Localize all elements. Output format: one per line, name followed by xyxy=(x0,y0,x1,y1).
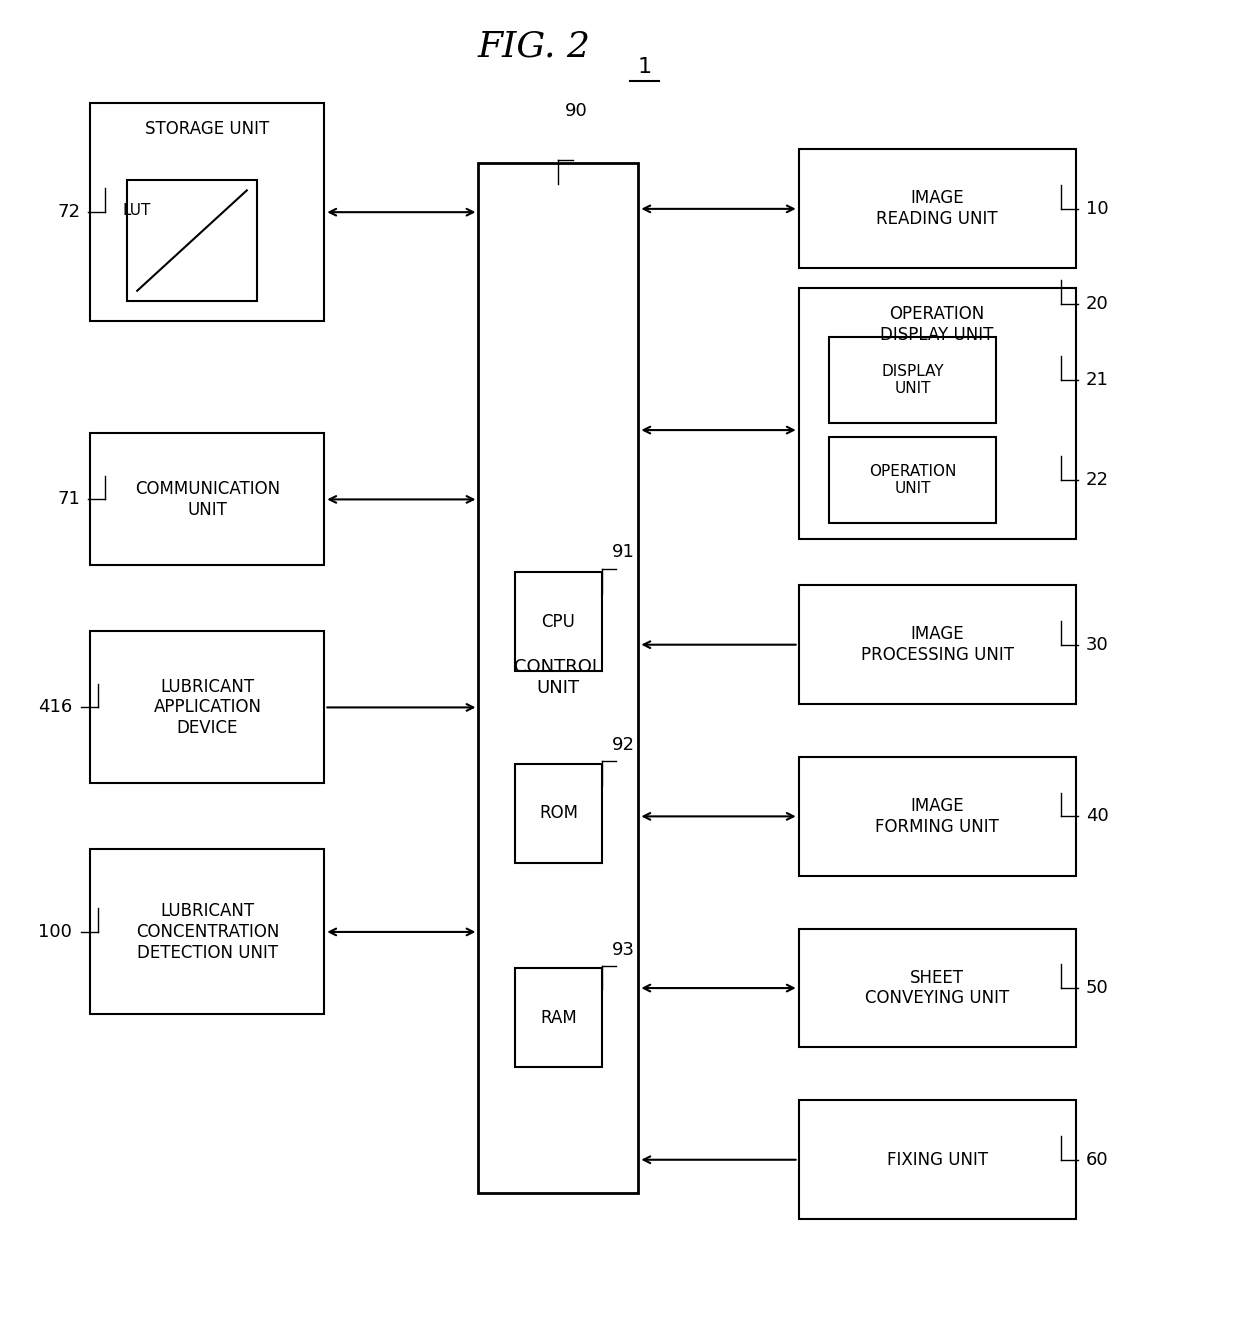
Text: 60: 60 xyxy=(1085,1151,1109,1168)
Bar xyxy=(516,764,601,863)
Text: IMAGE
READING UNIT: IMAGE READING UNIT xyxy=(877,190,998,229)
Text: 72: 72 xyxy=(57,203,81,221)
Text: OPERATION
DISPLAY UNIT: OPERATION DISPLAY UNIT xyxy=(880,306,993,344)
Bar xyxy=(799,585,1076,704)
Bar xyxy=(479,162,639,1192)
Text: 93: 93 xyxy=(611,941,635,960)
Text: STORAGE UNIT: STORAGE UNIT xyxy=(145,121,269,138)
Text: DISPLAY
UNIT: DISPLAY UNIT xyxy=(882,364,944,396)
Bar xyxy=(799,288,1076,540)
Bar xyxy=(516,571,601,671)
Text: 21: 21 xyxy=(1085,371,1109,389)
Text: LUBRICANT
CONCENTRATION
DETECTION UNIT: LUBRICANT CONCENTRATION DETECTION UNIT xyxy=(135,902,279,962)
Text: 90: 90 xyxy=(564,102,588,121)
Text: 40: 40 xyxy=(1085,808,1109,825)
Text: SHEET
CONVEYING UNIT: SHEET CONVEYING UNIT xyxy=(866,969,1009,1007)
Text: 20: 20 xyxy=(1085,295,1109,312)
Bar xyxy=(799,758,1076,876)
Text: 92: 92 xyxy=(611,736,635,755)
Text: 1: 1 xyxy=(637,57,652,77)
Text: IMAGE
PROCESSING UNIT: IMAGE PROCESSING UNIT xyxy=(861,625,1013,664)
Text: 22: 22 xyxy=(1085,472,1109,489)
Text: 91: 91 xyxy=(611,544,634,561)
Text: OPERATION
UNIT: OPERATION UNIT xyxy=(869,464,956,497)
Text: 10: 10 xyxy=(1085,199,1109,218)
Bar xyxy=(91,849,325,1014)
Bar xyxy=(91,433,325,565)
Text: LUT: LUT xyxy=(123,203,151,218)
Text: 71: 71 xyxy=(57,490,81,509)
Text: 50: 50 xyxy=(1085,979,1109,997)
Text: ROM: ROM xyxy=(539,804,578,823)
Text: IMAGE
FORMING UNIT: IMAGE FORMING UNIT xyxy=(875,797,999,836)
Text: CONTROL
UNIT: CONTROL UNIT xyxy=(515,658,603,698)
Bar xyxy=(799,149,1076,268)
Text: CPU: CPU xyxy=(542,613,575,630)
Text: FIXING UNIT: FIXING UNIT xyxy=(887,1151,988,1168)
Bar xyxy=(830,338,996,423)
Text: LUBRICANT
APPLICATION
DEVICE: LUBRICANT APPLICATION DEVICE xyxy=(154,678,262,738)
Text: 100: 100 xyxy=(38,922,72,941)
Bar xyxy=(128,179,257,302)
Text: 30: 30 xyxy=(1085,635,1109,654)
Text: COMMUNICATION
UNIT: COMMUNICATION UNIT xyxy=(135,480,280,518)
Text: RAM: RAM xyxy=(541,1009,577,1027)
Text: FIG. 2: FIG. 2 xyxy=(477,29,590,64)
Text: 416: 416 xyxy=(37,699,72,716)
Bar xyxy=(799,1100,1076,1219)
Bar xyxy=(91,631,325,783)
Bar xyxy=(516,969,601,1067)
Bar xyxy=(830,437,996,524)
Bar xyxy=(799,929,1076,1047)
Bar xyxy=(91,104,325,322)
